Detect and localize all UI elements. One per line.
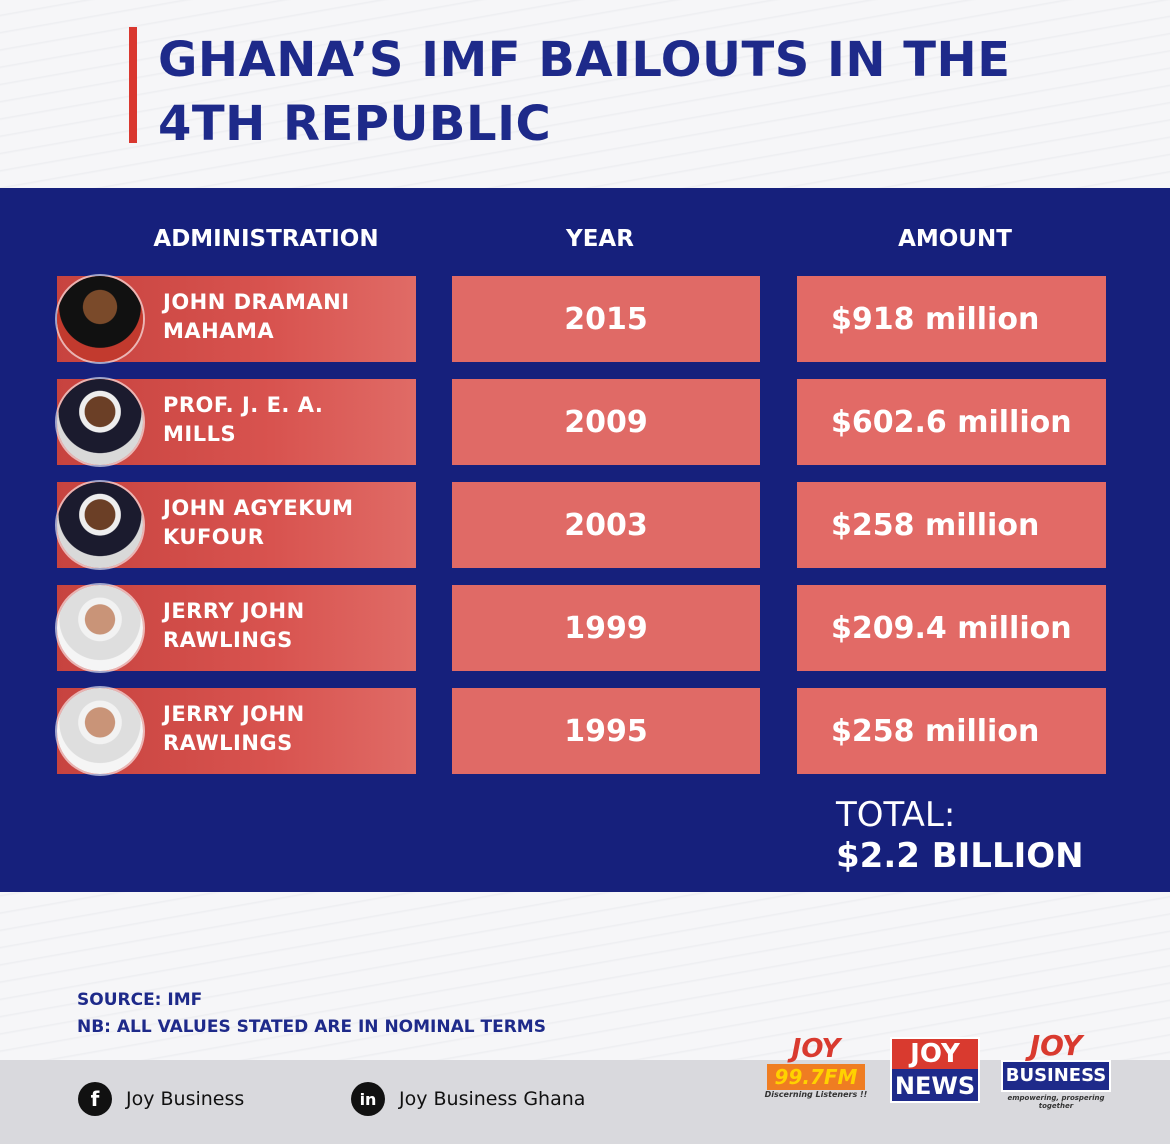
table-row-admin: JERRY JOHN RAWLINGS	[57, 688, 416, 774]
joy-fm-logo: JOY 99.7FM Discerning Listeners !!	[760, 1036, 872, 1104]
joy-business-logo-line2: BUSINESS	[1001, 1060, 1111, 1092]
facebook-label: Joy Business	[126, 1088, 245, 1110]
admin-name-line2: MILLS	[163, 422, 237, 446]
amount-cell: $258 million	[797, 482, 1106, 568]
year-cell: 1999	[452, 585, 760, 671]
admin-name-line1: PROF. J. E. A.	[163, 393, 324, 417]
admin-name: JERRY JOHN RAWLINGS	[163, 597, 403, 655]
total-value: $2.2 BILLION	[836, 836, 1084, 876]
header-administration: ADMINISTRATION	[153, 226, 379, 252]
facebook-link[interactable]: f Joy Business	[78, 1082, 244, 1116]
header-year: YEAR	[566, 226, 634, 252]
portrait-icon	[57, 585, 143, 671]
joy-business-logo-line1: JOY	[1029, 1029, 1083, 1062]
admin-name-line2: RAWLINGS	[163, 731, 293, 755]
header-amount: AMOUNT	[898, 226, 1012, 252]
admin-name: JERRY JOHN RAWLINGS	[163, 700, 403, 758]
joy-business-logo: JOY BUSINESS empowering, prospering toge…	[1001, 1029, 1111, 1110]
admin-name-line2: MAHAMA	[163, 319, 275, 343]
admin-name-line1: JOHN DRAMANI	[163, 290, 350, 314]
portrait-icon	[57, 276, 143, 362]
portrait-icon	[57, 688, 143, 774]
joy-news-logo: JOY NEWS	[890, 1037, 980, 1103]
linkedin-label: Joy Business Ghana	[399, 1088, 586, 1110]
amount-cell: $602.6 million	[797, 379, 1106, 465]
amount-cell: $918 million	[797, 276, 1106, 362]
facebook-icon: f	[78, 1082, 112, 1116]
joy-fm-logo-tagline: Discerning Listeners !!	[764, 1090, 868, 1099]
admin-name-line1: JERRY JOHN	[163, 702, 305, 726]
joy-fm-logo-line1: JOY	[791, 1034, 841, 1064]
admin-name-line2: RAWLINGS	[163, 628, 293, 652]
amount-cell: $258 million	[797, 688, 1106, 774]
year-cell: 2003	[452, 482, 760, 568]
admin-name: JOHN DRAMANI MAHAMA	[163, 288, 403, 346]
portrait-icon	[57, 482, 143, 568]
title-accent-bar	[129, 27, 137, 143]
nb-text: NB: ALL VALUES STATED ARE IN NOMINAL TER…	[77, 1017, 546, 1037]
joy-business-logo-tagline: empowering, prospering together	[1007, 1094, 1105, 1110]
portrait-icon	[57, 379, 143, 465]
joy-news-logo-line1: JOY	[892, 1039, 978, 1069]
total-label: TOTAL:	[836, 795, 956, 835]
admin-name: PROF. J. E. A. MILLS	[163, 391, 403, 449]
admin-name-line1: JOHN AGYEKUM	[163, 496, 354, 520]
table-row-admin: JOHN DRAMANI MAHAMA	[57, 276, 416, 362]
year-cell: 2015	[452, 276, 760, 362]
table-row-admin: JOHN AGYEKUM KUFOUR	[57, 482, 416, 568]
linkedin-link[interactable]: in Joy Business Ghana	[351, 1082, 585, 1116]
year-cell: 1995	[452, 688, 760, 774]
page-title: GHANA’S IMF BAILOUTS IN THE 4TH REPUBLIC	[158, 32, 1011, 152]
year-cell: 2009	[452, 379, 760, 465]
table-row-admin: JERRY JOHN RAWLINGS	[57, 585, 416, 671]
admin-name: JOHN AGYEKUM KUFOUR	[163, 494, 403, 552]
linkedin-icon: in	[351, 1082, 385, 1116]
table-row-admin: PROF. J. E. A. MILLS	[57, 379, 416, 465]
amount-cell: $209.4 million	[797, 585, 1106, 671]
source-notes: SOURCE: IMF NB: ALL VALUES STATED ARE IN…	[77, 987, 546, 1041]
admin-name-line2: KUFOUR	[163, 525, 265, 549]
joy-news-logo-line2: NEWS	[894, 1072, 976, 1100]
joy-fm-logo-line2: 99.7FM	[766, 1064, 866, 1090]
source-text: SOURCE: IMF	[77, 990, 203, 1010]
admin-name-line1: JERRY JOHN	[163, 599, 305, 623]
